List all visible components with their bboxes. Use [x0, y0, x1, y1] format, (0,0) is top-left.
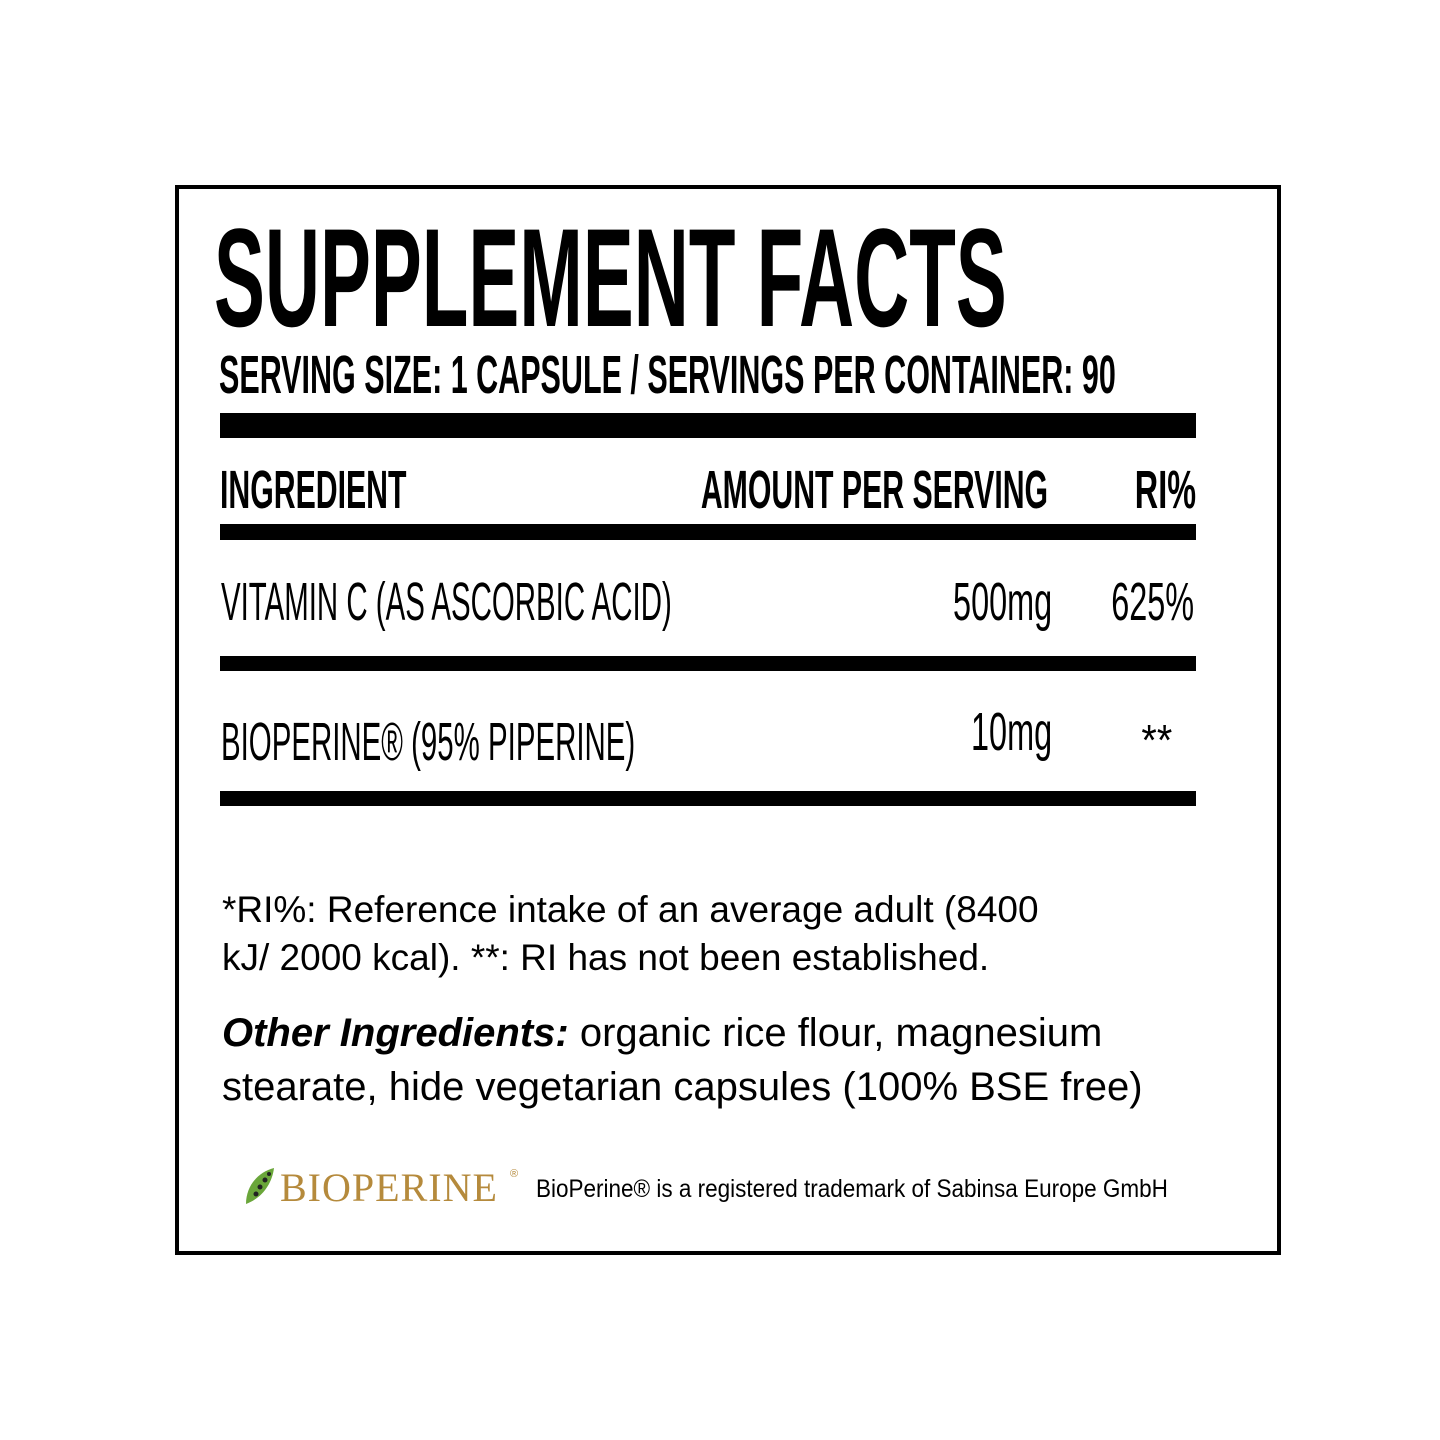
ri-text: 625%	[1111, 572, 1194, 632]
pepper-leaf-icon	[246, 1168, 274, 1204]
amount-text: 10mg	[970, 702, 1052, 762]
header-ri: RI%	[1094, 462, 1196, 518]
header-ingredient: INGREDIENT	[220, 462, 553, 518]
logo-registered-mark: ®	[510, 1168, 519, 1180]
ingredient-name: VITAMIN C (AS ASCORBIC ACID)	[221, 572, 672, 632]
header-ri-text: RI%	[1134, 460, 1196, 520]
table-row: VITAMIN C (AS ASCORBIC ACID)	[221, 574, 1048, 630]
ingredient-amount: 500mg	[887, 574, 1052, 630]
ingredient-amount: 10mg	[917, 704, 1052, 760]
bioperine-logo: BIOPERINE ®	[242, 1166, 518, 1210]
logo-text: BIOPERINE	[280, 1165, 498, 1210]
divider-row1	[220, 656, 1196, 671]
ingredient-ri: **	[1138, 716, 1172, 766]
trademark-text: BioPerine® is a registered trademark of …	[536, 1175, 1168, 1203]
ingredient-name: BIOPERINE® (95% PIPERINE)	[221, 712, 636, 772]
ri-text: **	[1141, 716, 1172, 765]
serving-text: SERVING SIZE: 1 CAPSULE / SERVINGS PER C…	[219, 345, 1116, 405]
header-amount: AMOUNT PER SERVING	[428, 462, 1048, 518]
header-amount-text: AMOUNT PER SERVING	[700, 460, 1048, 520]
other-ingredients-text: organic rice flour, magnesium	[568, 1011, 1103, 1055]
table-row: BIOPERINE® (95% PIPERINE)	[221, 714, 981, 770]
other-ingredients-line2: stearate, hide vegetarian capsules (100%…	[222, 1065, 1143, 1109]
page-title: SUPPLEMENT FACTS	[214, 208, 1440, 348]
trademark-notice: BioPerine® is a registered trademark of …	[536, 1174, 1238, 1204]
label-frame	[175, 185, 1281, 1255]
other-ingredients-line1: Other Ingredients: organic rice flour, m…	[222, 1006, 1102, 1060]
divider-top	[220, 413, 1196, 438]
ingredient-ri: 625%	[1056, 574, 1194, 630]
amount-text: 500mg	[952, 572, 1052, 632]
divider-header	[220, 524, 1196, 540]
footnote-line2: kJ/ 2000 kcal). **: RI has not been esta…	[222, 937, 990, 978]
divider-bottom	[220, 791, 1196, 806]
serving-info: SERVING SIZE: 1 CAPSULE / SERVINGS PER C…	[219, 347, 1440, 403]
title-text: SUPPLEMENT FACTS	[214, 199, 1007, 356]
header-ingredient-text: INGREDIENT	[220, 460, 407, 520]
footnote-line1: *RI%: Reference intake of an average adu…	[222, 889, 1039, 930]
other-ingredients-label: Other Ingredients:	[222, 1011, 569, 1055]
